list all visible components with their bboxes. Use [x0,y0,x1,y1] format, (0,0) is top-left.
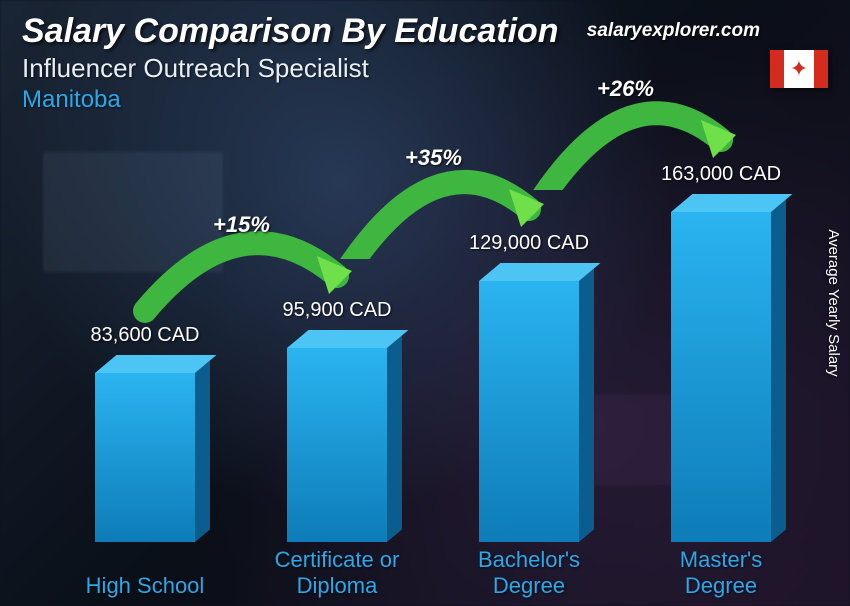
bar-top [671,194,792,212]
bar-value-label: 129,000 CAD [469,232,589,255]
bar-value-label: 163,000 CAD [661,163,781,186]
bar-value-label: 83,600 CAD [91,324,200,347]
category-label: Certificate orDiploma [252,547,422,598]
chart-subtitle: Influencer Outreach Specialist [22,53,830,84]
flag-canada: ✦ [770,50,828,88]
bar-3: 163,000 CAD [656,212,786,542]
category-label: High School [60,573,230,598]
bar-value-label: 95,900 CAD [283,299,392,322]
bar-side [579,268,594,542]
bar-top [95,355,216,373]
y-axis-label: Average Yearly Salary [825,229,842,376]
category-label: Master'sDegree [636,547,806,598]
bar-side [195,360,210,542]
bar-front [671,212,771,542]
maple-leaf-icon: ✦ [790,58,808,80]
bar-front [95,373,195,542]
bar-side [387,335,402,542]
bar-side [771,199,786,542]
bar-2: 129,000 CAD [464,281,594,542]
chart-region: Manitoba [22,86,830,114]
bar-front [479,281,579,542]
brand-label: salaryexplorer.com [587,20,760,42]
category-label: Bachelor'sDegree [444,547,614,598]
bar-0: 83,600 CAD [80,373,210,542]
bar-top [479,263,600,281]
bar-top [287,330,408,348]
bar-front [287,348,387,542]
bar-chart: 83,600 CAD 95,900 CAD 129,000 CAD 163,000 C… [40,180,790,542]
bar-1: 95,900 CAD [272,348,402,542]
